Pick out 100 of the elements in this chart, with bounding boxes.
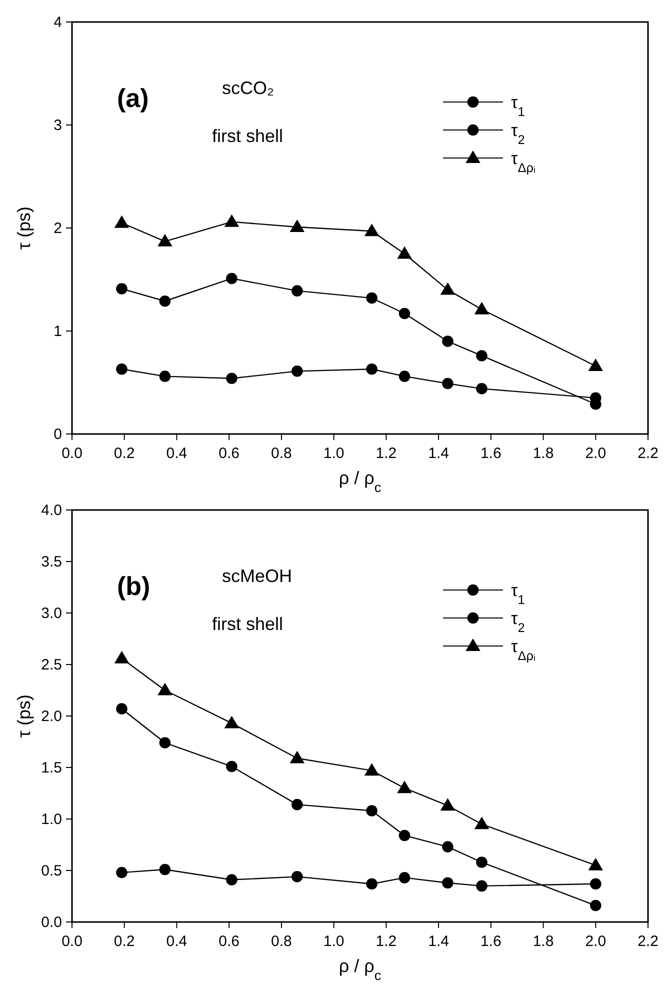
- point: [398, 246, 412, 259]
- annotation: scMeOH: [222, 566, 292, 586]
- point: [442, 877, 454, 889]
- x-tick-label: 2.2: [638, 445, 658, 462]
- point: [588, 359, 603, 372]
- legend-label: τ$_{2}$: [511, 609, 525, 634]
- point: [224, 716, 239, 728]
- point: [226, 760, 238, 772]
- legend-label: τ$_{Δρᵢ}$: [511, 149, 536, 174]
- point: [476, 856, 488, 868]
- annotation: (b): [117, 571, 150, 601]
- point: [290, 751, 304, 764]
- point: [442, 378, 454, 390]
- point: [159, 370, 171, 382]
- point: [474, 302, 489, 314]
- point: [398, 781, 412, 794]
- point: [440, 282, 455, 295]
- point: [366, 363, 378, 375]
- point: [159, 737, 171, 748]
- y-axis-title: τ (ps): [14, 206, 34, 250]
- y-tick-label: 3: [54, 117, 62, 134]
- point: [442, 336, 454, 347]
- point: [440, 798, 455, 811]
- x-tick-label: 0.4: [166, 445, 188, 462]
- point: [114, 651, 129, 664]
- x-tick-label: 0.6: [218, 933, 240, 950]
- point: [474, 817, 489, 830]
- legend-label: τ$_{1}$: [511, 581, 525, 606]
- x-tick-label: 1.4: [428, 445, 449, 462]
- point: [158, 234, 172, 246]
- point: [588, 858, 603, 870]
- point: [116, 703, 128, 714]
- x-tick-label: 2.2: [638, 933, 658, 950]
- x-tick-label: 2.0: [585, 933, 606, 950]
- x-tick-label: 1.8: [532, 445, 554, 462]
- point: [158, 683, 172, 696]
- x-axis-title: ρ / ρ$_{c}$: [338, 468, 382, 494]
- y-tick-label: 1: [54, 323, 62, 340]
- point: [226, 272, 238, 284]
- point: [226, 874, 238, 886]
- x-tick-label: 2.0: [585, 445, 606, 462]
- point: [366, 805, 378, 816]
- point: [114, 216, 129, 228]
- legend-label: τ$_{2}$: [511, 121, 525, 146]
- y-tick-label: 1.5: [41, 760, 62, 776]
- point: [116, 866, 128, 878]
- y-tick-label: 0: [54, 426, 62, 443]
- point: [476, 350, 488, 362]
- point: [590, 878, 602, 890]
- point: [226, 372, 238, 384]
- point: [476, 880, 488, 892]
- point: [366, 878, 378, 890]
- y-tick-label: 4: [54, 14, 62, 31]
- y-tick-label: 2: [54, 220, 62, 237]
- annotation: (a): [117, 83, 149, 113]
- x-tick-label: 1.0: [323, 445, 344, 462]
- annotation: first shell: [212, 126, 284, 146]
- point: [116, 363, 128, 375]
- point: [364, 764, 379, 776]
- x-tick-label: 0.4: [166, 933, 188, 950]
- x-tick-label: 0.6: [218, 445, 240, 462]
- point: [398, 872, 410, 884]
- point: [398, 370, 410, 382]
- x-tick-label: 1.6: [480, 933, 502, 950]
- point: [159, 295, 171, 307]
- point: [364, 224, 379, 236]
- x-tick-label: 1.2: [376, 445, 397, 462]
- x-tick-label: 0.8: [271, 445, 292, 462]
- point: [292, 871, 303, 882]
- x-tick-label: 0.8: [271, 933, 292, 950]
- y-tick-label: 0.0: [41, 914, 62, 931]
- y-tick-label: 4.0: [41, 502, 62, 519]
- point: [590, 900, 602, 912]
- y-tick-label: 2.0: [41, 708, 62, 725]
- y-tick-label: 1.0: [41, 811, 62, 828]
- x-tick-label: 0.2: [114, 445, 135, 462]
- point: [476, 383, 488, 394]
- point: [442, 841, 454, 852]
- point: [366, 292, 378, 304]
- point: [398, 830, 410, 842]
- y-tick-label: 3.0: [41, 605, 62, 622]
- annotation: scCO₂: [222, 78, 274, 98]
- point: [159, 864, 171, 876]
- x-tick-label: 1.2: [376, 933, 397, 950]
- annotation: first shell: [212, 614, 284, 634]
- y-axis-title: τ (ps): [14, 694, 34, 738]
- point: [292, 285, 303, 296]
- point: [398, 308, 410, 320]
- point: [292, 366, 303, 377]
- point: [292, 798, 303, 810]
- x-tick-label: 1.8: [532, 933, 554, 950]
- y-tick-label: 2.5: [41, 656, 62, 674]
- x-axis-title: ρ / ρ$_{c}$: [338, 956, 382, 982]
- y-tick-label: 3.5: [41, 554, 62, 570]
- legend-label: τ$_{1}$: [511, 93, 525, 118]
- point: [290, 220, 304, 232]
- x-tick-label: 1.0: [323, 933, 344, 950]
- point: [116, 283, 128, 294]
- x-tick-label: 0.2: [114, 933, 135, 950]
- x-tick-label: 1.4: [428, 933, 449, 950]
